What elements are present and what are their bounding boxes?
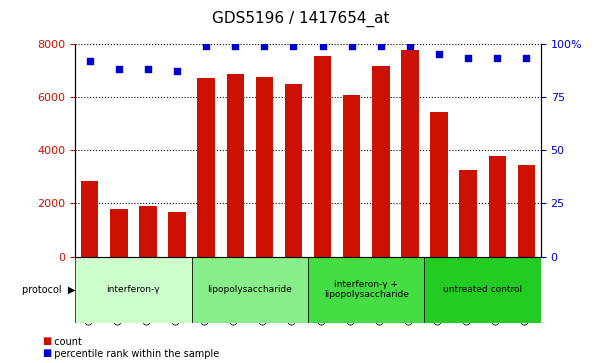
Bar bbox=[459, 170, 477, 257]
Text: percentile rank within the sample: percentile rank within the sample bbox=[48, 349, 219, 359]
Point bbox=[172, 68, 182, 74]
Bar bbox=[139, 207, 157, 257]
Text: ■: ■ bbox=[42, 335, 51, 346]
Point bbox=[114, 66, 124, 72]
Point bbox=[260, 43, 269, 49]
Text: lipopolysaccharide: lipopolysaccharide bbox=[207, 285, 292, 294]
Point bbox=[347, 43, 356, 49]
Text: interferon-γ +
lipopolysaccharide: interferon-γ + lipopolysaccharide bbox=[324, 280, 409, 299]
Text: ■: ■ bbox=[42, 348, 51, 358]
Point bbox=[405, 43, 415, 49]
Point bbox=[201, 43, 211, 49]
Bar bbox=[517, 165, 535, 257]
Point bbox=[463, 56, 473, 61]
Text: protocol  ▶: protocol ▶ bbox=[22, 285, 75, 295]
Point bbox=[85, 58, 94, 64]
Point bbox=[376, 43, 386, 49]
Point bbox=[288, 43, 298, 49]
Bar bbox=[81, 181, 99, 257]
Bar bbox=[227, 74, 244, 257]
Point bbox=[318, 43, 328, 49]
FancyBboxPatch shape bbox=[192, 257, 308, 323]
FancyBboxPatch shape bbox=[424, 257, 541, 323]
Bar bbox=[285, 84, 302, 257]
Bar bbox=[401, 50, 419, 257]
Bar bbox=[314, 56, 331, 257]
Text: interferon-γ: interferon-γ bbox=[106, 285, 160, 294]
Bar bbox=[197, 78, 215, 257]
Bar bbox=[255, 77, 273, 257]
Bar bbox=[489, 156, 506, 257]
Point bbox=[492, 56, 502, 61]
FancyBboxPatch shape bbox=[75, 257, 192, 323]
Bar bbox=[372, 66, 389, 257]
Point bbox=[230, 43, 240, 49]
Bar bbox=[430, 112, 448, 257]
Bar bbox=[168, 212, 186, 257]
Point bbox=[522, 56, 531, 61]
Text: untreated control: untreated control bbox=[443, 285, 522, 294]
Bar bbox=[110, 209, 127, 257]
Point bbox=[143, 66, 153, 72]
FancyBboxPatch shape bbox=[308, 257, 424, 323]
Text: GDS5196 / 1417654_at: GDS5196 / 1417654_at bbox=[212, 11, 389, 27]
Point bbox=[434, 51, 444, 57]
Bar bbox=[343, 95, 361, 257]
Text: count: count bbox=[48, 337, 82, 347]
